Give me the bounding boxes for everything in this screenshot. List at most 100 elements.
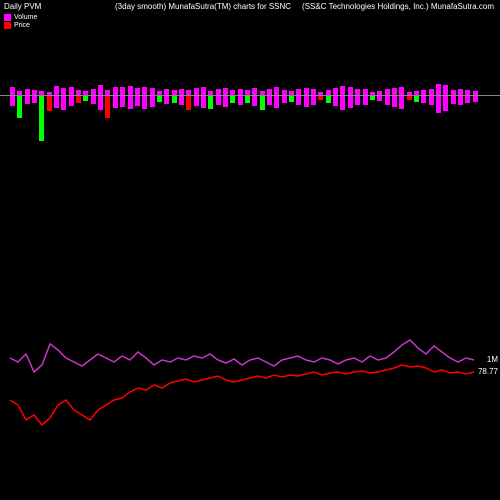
volume-bar-down [157,96,162,102]
volume-bar-down [128,96,133,109]
header-center: (3day smooth) MunafaSutra(TM) charts for… [115,2,291,11]
volume-bar-down [377,96,382,101]
volume-bar-up [421,90,426,95]
volume-bar-up [282,90,287,95]
volume-bar-down [194,96,199,106]
volume-bar-up [230,90,235,95]
volume-bar-down [83,96,88,101]
line-end-label: 78.77 [478,367,498,376]
volume-bar-down [245,96,250,103]
volume-bar-up [172,90,177,95]
volume-bar-up [458,89,463,95]
legend-item: Price [4,22,37,29]
volume-bar-up [436,84,441,95]
header-right: (SS&C Technologies Holdings, Inc.) Munaf… [302,2,494,11]
volume-bar-up [98,85,103,95]
volume-bar-up [363,89,368,95]
volume-bar-up [296,89,301,95]
volume-bar-down [436,96,441,113]
volume-bar-down [164,96,169,104]
volume-bar-down [296,96,301,105]
volume-bar-up [54,86,59,95]
volume-line [10,340,474,372]
volume-bar-down [414,96,419,102]
volume-bar-down [54,96,59,108]
volume-bar-down [318,96,323,100]
volume-bar-down [76,96,81,103]
volume-bar-down [142,96,147,109]
volume-bar-down [120,96,125,107]
volume-bar-down [238,96,243,105]
line-end-label: 1M [487,355,498,364]
volume-bar-down [105,96,110,118]
volume-bar-down [135,96,140,106]
volume-bar-up [10,87,15,95]
volume-bar-up [245,90,250,95]
volume-bar-down [363,96,368,105]
volume-bar-up [105,90,110,95]
volume-bar-up [186,90,191,95]
chart-header: Daily PVM (3day smooth) MunafaSutra(TM) … [0,0,500,26]
volume-bar-down [186,96,191,110]
volume-bar-up [39,91,44,95]
volume-bar-down [216,96,221,105]
volume-bar-up [274,87,279,95]
volume-bar-up [318,92,323,95]
volume-bar-down [10,96,15,106]
volume-bar-up [340,86,345,95]
volume-bar-down [274,96,279,108]
volume-bar-down [443,96,448,111]
line-chart-svg [0,310,500,460]
volume-bar-up [348,87,353,95]
volume-bar-up [164,89,169,95]
volume-bar-down [458,96,463,105]
volume-bar-down [465,96,470,103]
volume-bar-up [17,91,22,95]
volume-bar-up [377,91,382,95]
volume-bar-down [201,96,206,108]
legend-item: Volume [4,14,37,21]
volume-bar-up [414,91,419,95]
volume-bar-down [69,96,74,106]
volume-bar-up [399,87,404,95]
volume-bar-down [223,96,228,107]
volume-bar-up [208,91,213,95]
volume-bar-down [230,96,235,103]
volume-bar-up [25,89,30,95]
volume-bar-down [355,96,360,105]
volume-bar-up [252,88,257,95]
volume-bar-up [83,91,88,95]
volume-bar-down [113,96,118,108]
volume-bar-up [76,90,81,95]
volume-bar-down [25,96,30,104]
chart-legend: VolumePrice [4,14,37,30]
volume-bar-up [113,87,118,95]
volume-bar-down [150,96,155,107]
header-left: Daily PVM [4,2,41,11]
volume-bar-down [473,96,478,102]
volume-bar-down [98,96,103,110]
volume-bar-down [172,96,177,103]
volume-bar-down [340,96,345,110]
volume-bar-down [429,96,434,105]
volume-bar-up [443,85,448,95]
volume-bar-up [216,89,221,95]
legend-label: Volume [14,14,37,21]
volume-bar-up [194,88,199,95]
volume-bar-down [289,96,294,102]
volume-bar-up [120,87,125,95]
volume-bar-down [399,96,404,109]
volume-bar-up [69,87,74,95]
volume-bar-down [61,96,66,110]
volume-bar-down [252,96,257,106]
volume-bar-down [407,96,412,100]
volume-bar-down [348,96,353,108]
volume-bar-up [355,89,360,95]
volume-bar-up [223,88,228,95]
volume-bar-down [282,96,287,103]
volume-bar-up [392,88,397,95]
volume-bar-down [17,96,22,118]
volume-bar-up [407,92,412,95]
volume-bar-down [311,96,316,105]
volume-bar-up [150,88,155,95]
